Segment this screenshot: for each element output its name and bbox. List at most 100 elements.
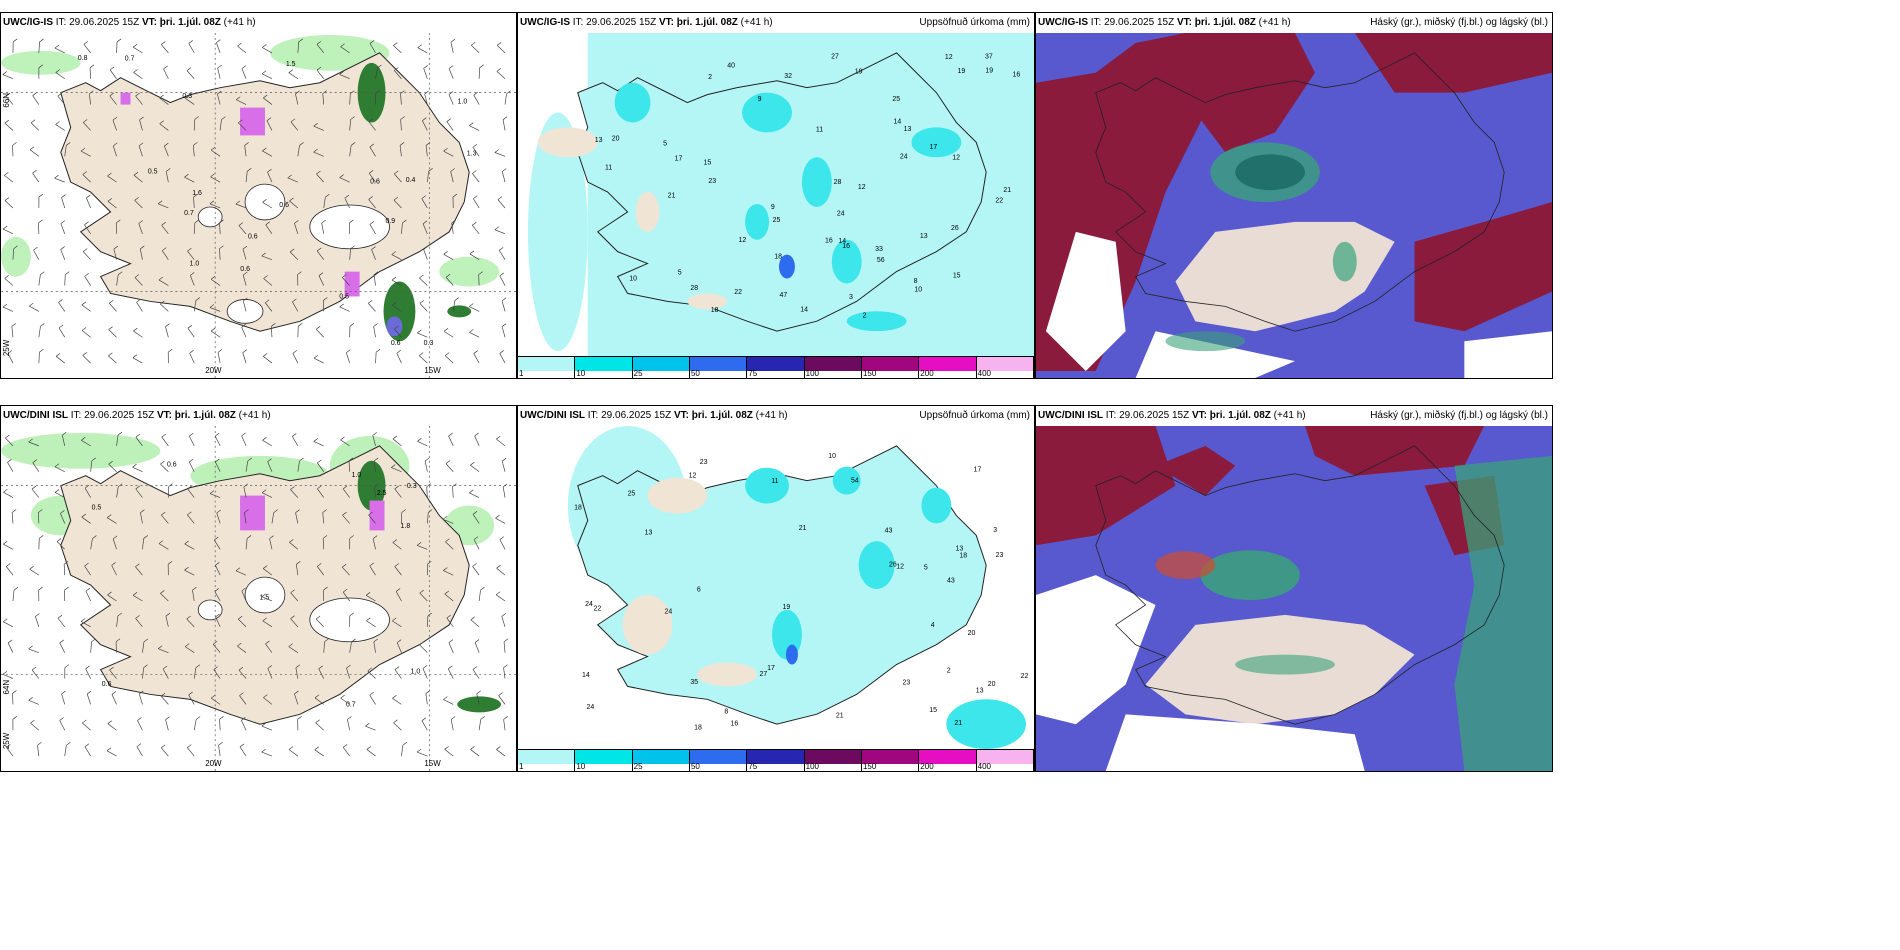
wind-barb-feather <box>195 664 201 668</box>
wind-barb <box>426 171 429 183</box>
wind-barb <box>80 150 91 157</box>
wind-barb-feather <box>419 300 425 304</box>
wind-barb-feather <box>241 587 247 592</box>
precip-value-label: 1.0 <box>411 669 421 676</box>
wind-barb-feather <box>419 352 424 356</box>
colorbar-tick-label: 75 <box>748 762 758 771</box>
lat-label-66n: 66N <box>2 93 11 108</box>
wind-barb <box>342 514 350 524</box>
precip-value-label: 18 <box>694 725 702 732</box>
wind-barb <box>133 174 143 183</box>
wind-barb-feather <box>4 119 9 124</box>
colorbar-swatch <box>747 356 804 371</box>
valid-time: þri. 1.júl. 08Z <box>1209 410 1271 421</box>
wind-barb-feather <box>64 586 69 591</box>
wind-barb-feather <box>4 275 9 279</box>
wind-barb <box>424 460 428 472</box>
wind-barb <box>373 326 376 338</box>
map-area[interactable]: 20W 15W 25W 64N 0.6 1.8 0.7 0.5 0.3 0.6 1.0 1.5… <box>1 426 516 771</box>
wind-barb <box>497 199 506 209</box>
wind-barb <box>396 642 402 653</box>
wind-barb <box>55 356 65 364</box>
valid-time: þri. 1.júl. 08Z <box>691 410 753 421</box>
wind-barb-feather <box>391 251 396 255</box>
wind-barb <box>116 615 119 627</box>
wind-barb-feather <box>137 717 142 721</box>
wind-barb <box>5 437 14 447</box>
valid-label: VT: <box>1176 17 1192 28</box>
wind-barb-feather <box>261 70 267 75</box>
wind-barb <box>322 538 325 550</box>
wind-barb-feather <box>219 219 224 224</box>
wind-barb <box>504 93 507 105</box>
wind-barb <box>214 435 221 447</box>
wind-barb-feather <box>157 200 163 205</box>
wind-barb <box>400 93 402 105</box>
wind-barb <box>138 693 143 705</box>
precip-value-label: 27 <box>759 671 767 678</box>
wind-barb-feather <box>39 38 44 43</box>
wind-barb-feather <box>324 638 329 643</box>
wind-barb <box>186 618 195 628</box>
wind-barb-feather <box>503 716 508 720</box>
map-area[interactable]: 2 3 20 21 24 23 13 35 17 13 23 18 43 16 14 25 13 12 17 18 24… <box>518 426 1034 749</box>
wind-barb-feather <box>480 586 485 591</box>
wind-barb-feather <box>261 593 267 597</box>
wind-barb <box>241 327 247 338</box>
wind-barb-feather <box>317 485 322 490</box>
wind-precip-map: 20W 15W 25W 64N 0.6 1.8 0.7 0.5 0.3 0.6 1.0 1.5… <box>1 426 516 771</box>
precip-value-label: 11 <box>816 127 823 134</box>
wind-barb <box>450 719 454 731</box>
wind-barb <box>32 172 40 183</box>
wind-barb <box>445 541 454 550</box>
map-area[interactable] <box>1036 33 1552 378</box>
wind-barb <box>12 248 14 260</box>
map-area[interactable]: 20W 15W 25W 66N 0.6 0.5 0.7 0.9 0.3 0.3 0.6 0.7… <box>1 33 516 378</box>
wind-barb-feather <box>350 142 356 146</box>
wind-barb <box>349 641 352 653</box>
wind-barb <box>266 120 273 131</box>
wind-barb <box>90 538 93 550</box>
wind-barb-feather <box>263 275 268 279</box>
precip-value-label: 5 <box>678 269 682 276</box>
wind-barb-feather <box>497 196 503 200</box>
wind-barb-feather <box>243 483 249 488</box>
wind-barb <box>496 567 506 576</box>
wind-barb-feather <box>368 196 373 200</box>
wind-barb <box>11 512 14 524</box>
wind-barb <box>317 488 325 498</box>
map-area[interactable] <box>1036 426 1552 771</box>
precip-value-label: 12 <box>739 237 747 244</box>
wind-barb-feather <box>113 245 119 250</box>
wind-barb-feather <box>472 511 478 515</box>
wind-barb-feather <box>503 664 508 668</box>
wind-barb <box>116 435 119 446</box>
wind-barb <box>30 722 40 731</box>
wind-barb-feather <box>11 323 17 327</box>
wind-barb-feather <box>402 741 408 746</box>
wind-barb <box>394 669 402 679</box>
wind-barb <box>316 44 325 54</box>
wind-barb-feather <box>428 168 433 172</box>
wind-barb <box>60 513 66 524</box>
wind-barb-feather <box>213 666 218 670</box>
wind-barb <box>6 566 14 576</box>
colorbar-segment: 75 <box>747 749 805 771</box>
wind-barb <box>417 440 428 447</box>
wind-barb-feather <box>316 41 322 45</box>
wind-barb <box>188 435 195 447</box>
precip-value-label: 23 <box>700 459 708 466</box>
wind-barb-feather <box>394 67 399 71</box>
wind-barb <box>59 642 66 653</box>
wind-barb-feather <box>266 117 272 121</box>
wind-barb-feather <box>296 561 301 565</box>
precip-value-label: 0.7 <box>346 701 356 708</box>
wind-barb <box>290 121 299 131</box>
gridlines <box>1 33 516 378</box>
precip-value-label: 21 <box>1003 187 1011 194</box>
wind-barb-feather <box>184 173 189 178</box>
wind-barb <box>393 722 402 731</box>
lead-time: (+41 h) <box>740 17 773 28</box>
map-area[interactable]: 2 2 5 5 17 3 22 23 25 28 10 13 9 14 24 12 11 19 13 12 8 16 18 1… <box>518 33 1034 356</box>
